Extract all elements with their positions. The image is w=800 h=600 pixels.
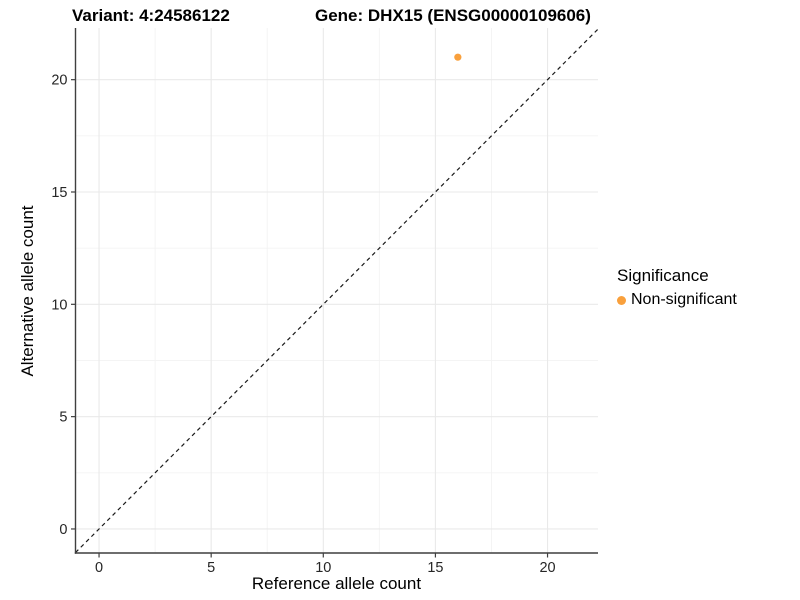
y-tick-label: 20	[51, 73, 67, 89]
gene-title: Gene: DHX15 (ENSG00000109606)	[315, 6, 591, 25]
legend-point-icon	[617, 295, 626, 305]
x-tick-label: 10	[315, 560, 331, 576]
y-axis-title: Alternative allele count	[18, 205, 37, 377]
x-tick-label: 20	[539, 560, 555, 576]
x-tick-label: 0	[95, 560, 103, 576]
x-tick-label: 15	[427, 560, 443, 576]
x-axis-title: Reference allele count	[251, 574, 422, 593]
legend-item-label: Non-significant	[631, 291, 737, 308]
data-point	[454, 53, 462, 61]
identity-reference-line	[75, 28, 599, 553]
y-tick-label: 5	[59, 410, 67, 426]
x-tick-label: 5	[207, 560, 215, 576]
legend-item-non-significant: Non-significant	[617, 291, 737, 309]
legend-title: Significance	[617, 266, 709, 285]
y-tick-label: 15	[51, 185, 67, 201]
legend: Significance Non-significant	[617, 266, 737, 309]
y-tick-label: 10	[51, 297, 67, 313]
y-tick-label: 0	[59, 522, 67, 538]
variant-title: Variant: 4:24586122	[72, 6, 230, 25]
